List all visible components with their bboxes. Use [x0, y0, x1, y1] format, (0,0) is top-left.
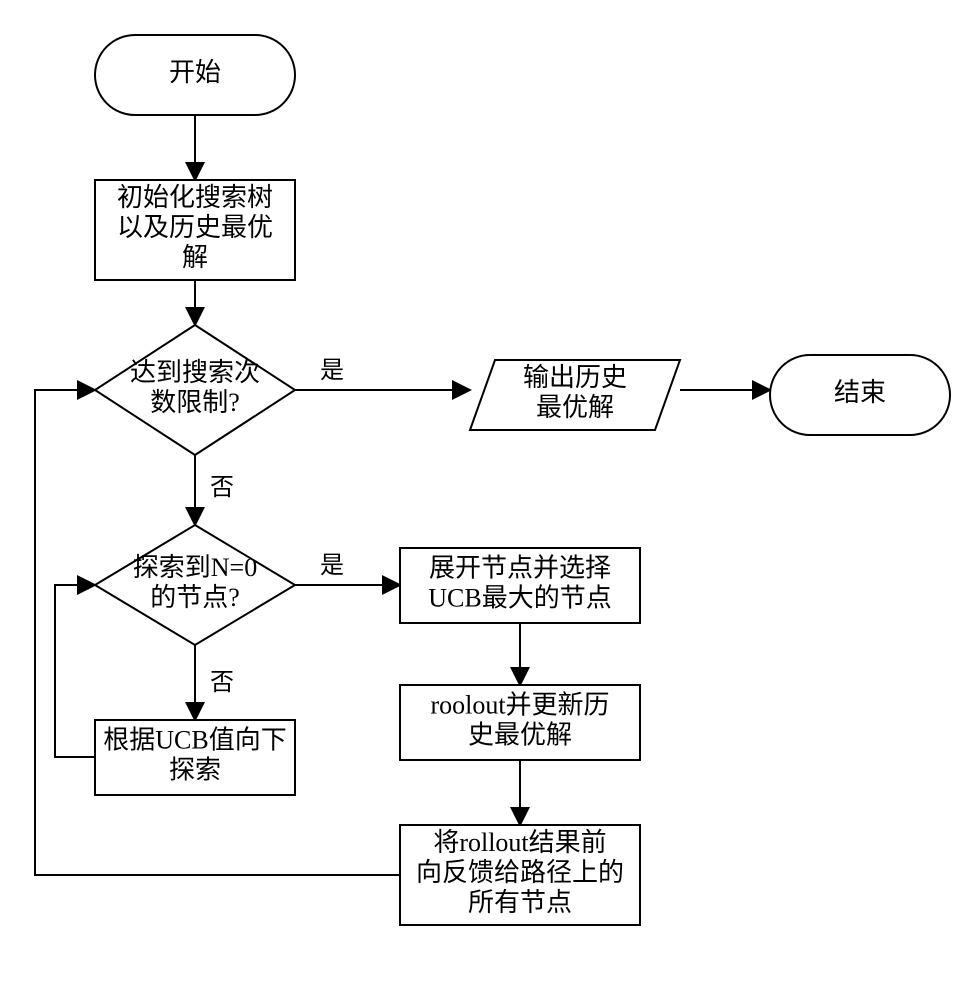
edge-label: 否: [210, 670, 234, 696]
edge-label: 是: [320, 358, 344, 384]
svg-text:探索到N=0的节点?: 探索到N=0的节点?: [133, 553, 257, 612]
edge-label: 否: [210, 475, 234, 501]
svg-text:展开节点并选择UCB最大的节点: 展开节点并选择UCB最大的节点: [428, 554, 611, 613]
flow-edge: [55, 585, 95, 757]
edge-label: 是: [320, 553, 344, 579]
svg-text:结束: 结束: [834, 378, 886, 407]
svg-text:开始: 开始: [169, 58, 221, 87]
svg-text:输出历史最优解: 输出历史最优解: [523, 363, 627, 422]
